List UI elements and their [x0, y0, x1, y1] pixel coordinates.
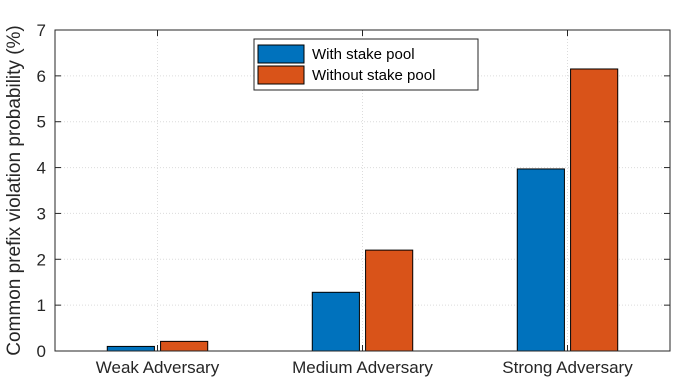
bar-with-stake-pool [311, 291, 360, 352]
bar-without-stake-pool [365, 249, 414, 352]
legend-label: With stake pool [312, 46, 415, 63]
bars [106, 68, 619, 352]
bar-without-stake-pool [160, 340, 209, 352]
bar-with-stake-pool [106, 345, 155, 352]
y-tick-label: 5 [37, 113, 46, 132]
y-tick-label: 0 [37, 342, 46, 361]
y-tick-label: 1 [37, 296, 46, 315]
y-axis-label: Common prefix violation probability (%) [4, 25, 25, 356]
x-tick-label: Medium Adversary [292, 358, 433, 377]
x-axis-ticks: Weak Adversary Medium Adversary Strong Adv… [96, 30, 633, 377]
legend-swatch [257, 44, 305, 64]
y-tick-label: 6 [37, 67, 46, 86]
y-tick-label: 7 [37, 21, 46, 40]
y-tick-label: 2 [37, 250, 46, 269]
y-tick-label: 4 [37, 159, 46, 178]
bar-with-stake-pool [516, 168, 565, 352]
grid-lines [55, 30, 670, 351]
legend-swatch [257, 65, 305, 85]
y-tick-label: 3 [37, 204, 46, 223]
x-tick-label: Strong Adversary [502, 358, 633, 377]
x-tick-label: Weak Adversary [96, 358, 220, 377]
legend-label: Without stake pool [312, 67, 435, 84]
bar-without-stake-pool [570, 68, 619, 352]
y-axis-ticks: 0 1 2 3 4 5 6 7 [37, 21, 670, 361]
legend: With stake pool Without stake pool [253, 38, 479, 91]
